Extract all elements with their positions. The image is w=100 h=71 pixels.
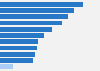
Bar [0, 33, 44, 38]
Bar [0, 39, 38, 44]
Bar [0, 2, 83, 7]
Bar [0, 14, 68, 19]
Bar [0, 52, 35, 57]
Bar [0, 64, 13, 69]
Bar [0, 46, 37, 50]
Bar [0, 27, 52, 32]
Bar [0, 21, 62, 25]
Bar [0, 58, 33, 63]
Bar [0, 8, 74, 13]
